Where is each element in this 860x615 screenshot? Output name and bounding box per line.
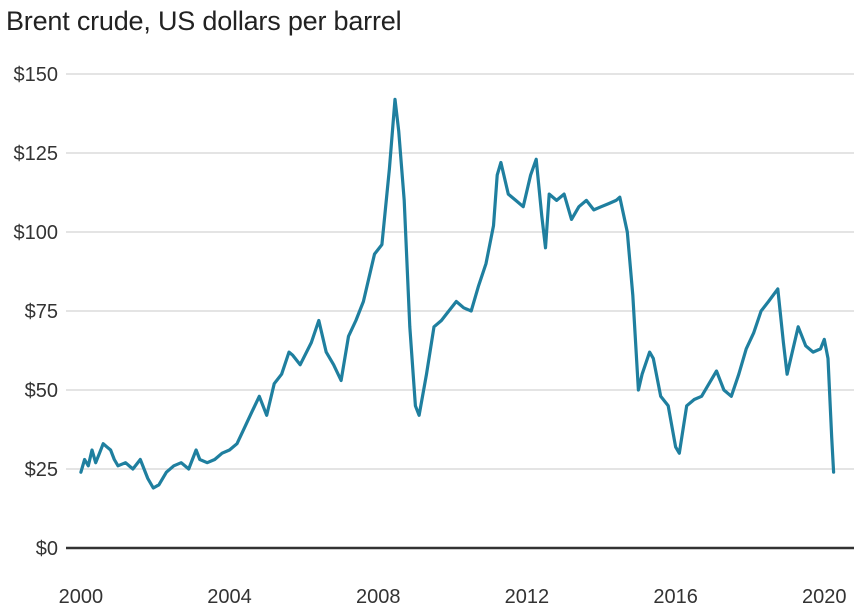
y-tick-label: $25: [25, 459, 58, 481]
gridlines: [66, 73, 854, 470]
y-tick-label: $100: [14, 222, 59, 244]
x-tick-label: 2008: [356, 586, 401, 608]
x-tick-label: 2012: [505, 586, 550, 608]
chart-title: Brent crude, US dollars per barrel: [6, 6, 402, 36]
x-tick-label: 2004: [207, 586, 252, 608]
series-group: [79, 97, 836, 490]
x-tick-label: 2020: [802, 586, 847, 608]
series-line: [79, 97, 836, 490]
y-tick-label: $150: [14, 64, 59, 86]
y-tick-label: $0: [36, 538, 58, 560]
x-tick-labels: 2000 2004 2008 2012 2016 2020: [59, 586, 847, 608]
x-tick-label: 2016: [653, 586, 698, 608]
y-tick-labels: $0 $25 $50 $75 $100 $125 $150: [14, 64, 59, 560]
y-tick-label: $50: [25, 380, 58, 402]
y-tick-label: $75: [25, 301, 58, 323]
x-tick-label: 2000: [59, 586, 104, 608]
y-tick-label: $125: [14, 143, 59, 165]
